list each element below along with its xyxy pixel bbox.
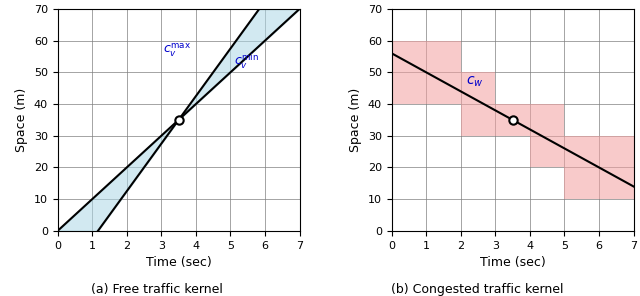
Text: (a) Free traffic kernel: (a) Free traffic kernel bbox=[91, 283, 223, 296]
Bar bbox=[599, 136, 634, 168]
X-axis label: Time (sec): Time (sec) bbox=[480, 256, 545, 269]
Bar bbox=[530, 136, 564, 168]
X-axis label: Time (sec): Time (sec) bbox=[146, 256, 211, 269]
Y-axis label: Space (m): Space (m) bbox=[349, 88, 362, 152]
Bar bbox=[392, 41, 426, 72]
Bar bbox=[392, 72, 426, 104]
Bar bbox=[461, 104, 495, 136]
Bar bbox=[495, 104, 530, 136]
Text: $c_v^{\rm min}$: $c_v^{\rm min}$ bbox=[234, 52, 259, 71]
Bar bbox=[530, 104, 564, 136]
Text: $c_w$: $c_w$ bbox=[466, 75, 484, 89]
Y-axis label: Space (m): Space (m) bbox=[15, 88, 28, 152]
Text: (b) Congested traffic kernel: (b) Congested traffic kernel bbox=[390, 283, 563, 296]
Bar bbox=[426, 41, 461, 72]
Bar bbox=[461, 72, 495, 104]
Bar bbox=[599, 168, 634, 199]
Bar bbox=[564, 168, 599, 199]
Bar bbox=[564, 136, 599, 168]
Bar bbox=[426, 72, 461, 104]
Text: $c_v^{\rm max}$: $c_v^{\rm max}$ bbox=[163, 41, 191, 59]
